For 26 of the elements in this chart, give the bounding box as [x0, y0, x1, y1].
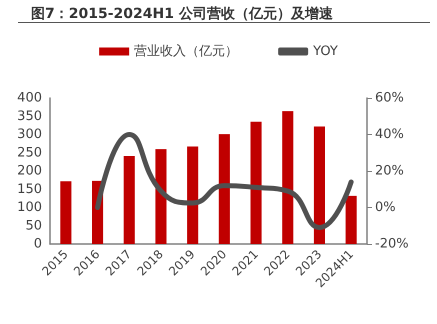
bar — [218, 134, 230, 244]
bar — [314, 126, 325, 244]
y-tick-label: 50 — [25, 218, 42, 234]
y-tick-label: 350 — [17, 108, 42, 124]
bar — [187, 146, 198, 244]
bar — [282, 111, 294, 244]
bar — [250, 122, 262, 244]
y2-tick-label: 60% — [375, 90, 404, 106]
y-tick-label: 300 — [17, 127, 42, 142]
bar — [346, 196, 357, 244]
y2-tick-label: 0% — [375, 200, 396, 215]
y2-tick-label: 20% — [375, 164, 404, 178]
y-tick-label: 400 — [17, 90, 42, 106]
bar — [155, 149, 166, 244]
y-tick-label: 250 — [17, 145, 42, 160]
bar — [60, 181, 72, 244]
legend-label: 营业收入（亿元） — [134, 44, 238, 59]
y-tick-label: 150 — [17, 182, 42, 197]
y-tick-label: 0 — [34, 236, 42, 252]
legend-label: YOY — [312, 44, 338, 59]
y-tick-label: 200 — [17, 164, 42, 178]
bar — [124, 156, 135, 244]
y2-tick-label: -20% — [375, 236, 409, 252]
chart-title: 图7：2015-2024H1 公司营收（亿元）及增速 — [31, 6, 334, 22]
y2-tick-label: 40% — [375, 127, 404, 142]
y-tick-label: 100 — [17, 200, 42, 215]
